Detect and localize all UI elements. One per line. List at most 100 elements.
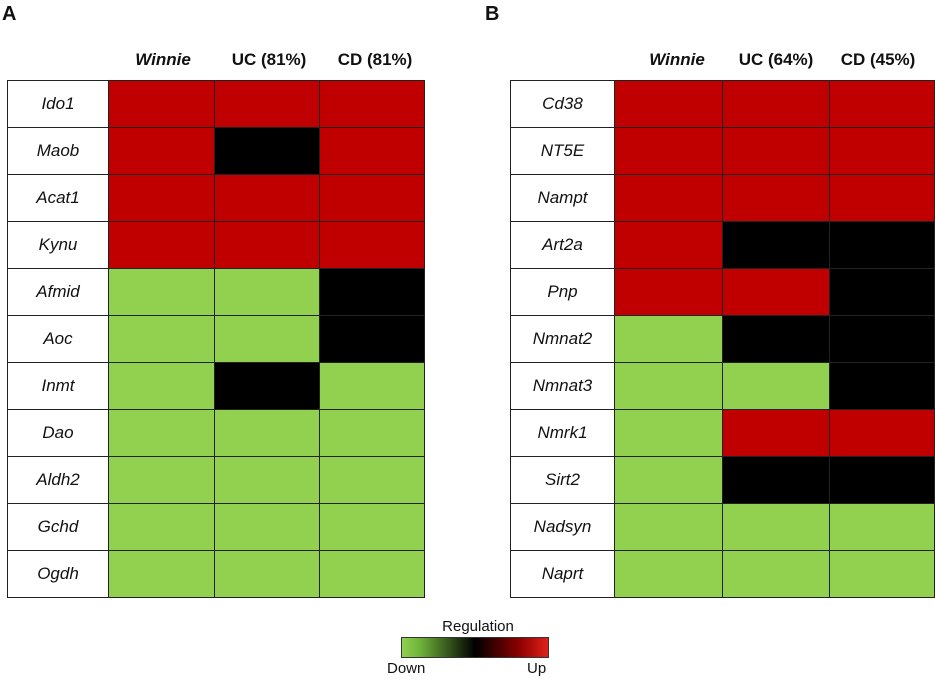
heatmap-cell bbox=[615, 457, 722, 503]
heatmap-cell bbox=[615, 128, 722, 174]
heatmap-cell bbox=[723, 410, 829, 456]
gene-label: Maob bbox=[8, 128, 108, 174]
heatmap-cell bbox=[320, 457, 424, 503]
gene-label: Nadsyn bbox=[511, 504, 614, 550]
heatmap-cell bbox=[830, 81, 934, 127]
heatmap-cell bbox=[723, 222, 829, 268]
gene-label: Pnp bbox=[511, 269, 614, 315]
heatmap-cell bbox=[723, 504, 829, 550]
heatmap-cell bbox=[615, 410, 722, 456]
panel-a-col-winnie: Winnie bbox=[135, 50, 191, 69]
heatmap-cell bbox=[830, 222, 934, 268]
heatmap-cell bbox=[830, 410, 934, 456]
gene-label: Inmt bbox=[8, 363, 108, 409]
gene-label: Nmrk1 bbox=[511, 410, 614, 456]
heatmap-cell bbox=[723, 363, 829, 409]
gene-label: NT5E bbox=[511, 128, 614, 174]
heatmap-cell bbox=[830, 316, 934, 362]
heatmap-cell bbox=[615, 222, 722, 268]
heatmap-cell bbox=[109, 551, 214, 597]
heatmap-cell bbox=[215, 222, 319, 268]
heatmap-cell bbox=[615, 81, 722, 127]
heatmap-cell bbox=[615, 551, 722, 597]
heatmap-cell bbox=[723, 551, 829, 597]
heatmap-cell bbox=[320, 551, 424, 597]
panel-b-col-winnie: Winnie bbox=[649, 50, 705, 69]
heatmap-cell bbox=[615, 363, 722, 409]
heatmap-cell bbox=[320, 363, 424, 409]
gene-label: Sirt2 bbox=[511, 457, 614, 503]
panel-a-col-cd: CD (81%) bbox=[337, 50, 413, 69]
heatmap-cell bbox=[615, 269, 722, 315]
gene-label: Nmnat3 bbox=[511, 363, 614, 409]
gene-label: Art2a bbox=[511, 222, 614, 268]
gene-label: Ido1 bbox=[8, 81, 108, 127]
legend-low-label: Down bbox=[387, 660, 426, 677]
heatmap-cell bbox=[615, 316, 722, 362]
heatmap-cell bbox=[215, 457, 319, 503]
heatmap-cell bbox=[830, 551, 934, 597]
heatmap-cell bbox=[320, 316, 424, 362]
gene-label: Gchd bbox=[8, 504, 108, 550]
heatmap-cell bbox=[723, 175, 829, 221]
heatmap-cell bbox=[830, 175, 934, 221]
heatmap-cell bbox=[109, 81, 214, 127]
heatmap-cell bbox=[109, 316, 214, 362]
heatmap-cell bbox=[830, 363, 934, 409]
heatmap-cell bbox=[615, 175, 722, 221]
gene-label: Aldh2 bbox=[8, 457, 108, 503]
heatmap-cell bbox=[723, 128, 829, 174]
heatmap-cell bbox=[320, 269, 424, 315]
panel-a-col-uc: UC (81%) bbox=[231, 50, 307, 69]
heatmap-cell bbox=[215, 363, 319, 409]
gene-label: Kynu bbox=[8, 222, 108, 268]
heatmap-cell bbox=[109, 363, 214, 409]
panel-b-letter: B bbox=[485, 3, 500, 25]
heatmap-cell bbox=[723, 81, 829, 127]
heatmap-cell bbox=[723, 457, 829, 503]
gene-label: Dao bbox=[8, 410, 108, 456]
heatmap-cell bbox=[109, 128, 214, 174]
heatmap-cell bbox=[723, 269, 829, 315]
legend-title: Regulation bbox=[442, 618, 514, 635]
heatmap-cell bbox=[830, 504, 934, 550]
heatmap-cell bbox=[320, 222, 424, 268]
heatmap-cell bbox=[320, 128, 424, 174]
heatmap-cell bbox=[320, 81, 424, 127]
heatmap-cell bbox=[215, 316, 319, 362]
panel-a-heatmap: Ido1 Maob Acat1 Kynu Afmid Aoc Inmt Dao Aldh2 Gch… bbox=[7, 80, 425, 598]
gene-label: Nampt bbox=[511, 175, 614, 221]
heatmap-cell bbox=[830, 457, 934, 503]
heatmap-cell bbox=[320, 175, 424, 221]
heatmap-cell bbox=[109, 457, 214, 503]
heatmap-cell bbox=[320, 410, 424, 456]
heatmap-cell bbox=[109, 222, 214, 268]
panel-b-col-cd: CD (45%) bbox=[840, 50, 916, 69]
panel-b-col-uc: UC (64%) bbox=[738, 50, 814, 69]
heatmap-cell bbox=[215, 175, 319, 221]
heatmap-cell bbox=[830, 269, 934, 315]
gene-label: Afmid bbox=[8, 269, 108, 315]
heatmap-cell bbox=[320, 504, 424, 550]
gene-label: Naprt bbox=[511, 551, 614, 597]
gene-label: Nmnat2 bbox=[511, 316, 614, 362]
panel-a-letter: A bbox=[2, 3, 17, 25]
panel-b-heatmap: Cd38 NT5E Nampt Art2a Pnp Nmnat2 Nmnat3 Nmrk1 Si… bbox=[510, 80, 935, 598]
heatmap-cell bbox=[215, 504, 319, 550]
gene-label: Cd38 bbox=[511, 81, 614, 127]
gene-label: Ogdh bbox=[8, 551, 108, 597]
heatmap-cell bbox=[215, 551, 319, 597]
heatmap-cell bbox=[215, 410, 319, 456]
heatmap-cell bbox=[109, 269, 214, 315]
gene-label: Aoc bbox=[8, 316, 108, 362]
heatmap-cell bbox=[109, 504, 214, 550]
legend-high-label: Up bbox=[527, 660, 547, 677]
heatmap-cell bbox=[723, 316, 829, 362]
legend-colorbar bbox=[401, 637, 549, 658]
heatmap-cell bbox=[215, 269, 319, 315]
heatmap-cell bbox=[109, 410, 214, 456]
heatmap-cell bbox=[215, 81, 319, 127]
gene-label: Acat1 bbox=[8, 175, 108, 221]
heatmap-cell bbox=[830, 128, 934, 174]
heatmap-cell bbox=[215, 128, 319, 174]
